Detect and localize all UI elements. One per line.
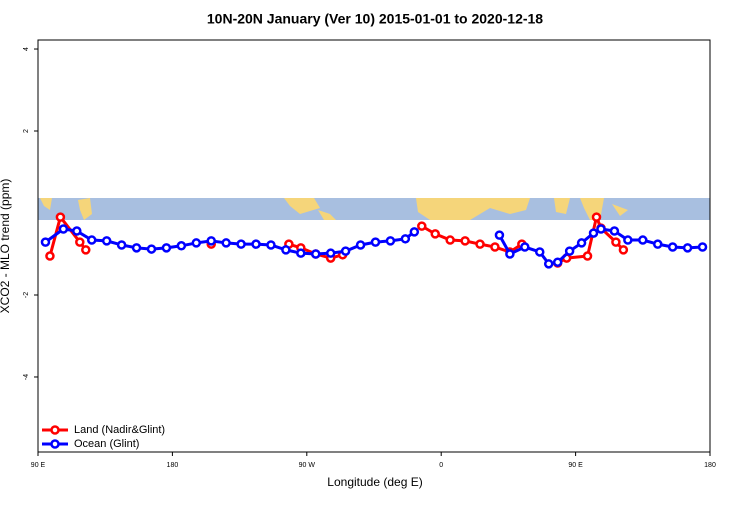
chart-title: 10N-20N January (Ver 10) 2015-01-01 to 2… (207, 11, 543, 27)
point (72, 226, 82, 236)
point (618, 245, 629, 255)
y-tick-label: -4 (23, 374, 30, 380)
point (494, 230, 505, 240)
y-tick-label: -2 (23, 292, 30, 298)
point (325, 248, 336, 258)
point (576, 238, 587, 248)
map-strip (38, 198, 710, 220)
point (400, 234, 411, 244)
x-tick-label: 180 (704, 462, 716, 469)
point (564, 246, 575, 256)
point (340, 246, 351, 256)
x-tick-label: 90 E (31, 462, 46, 469)
point (623, 235, 633, 245)
point (697, 242, 708, 252)
point (490, 242, 500, 252)
legend-label: Land (Nadir&Glint) (74, 424, 165, 436)
point (535, 247, 545, 257)
legend-label: Ocean (Glint) (74, 438, 139, 450)
point (81, 245, 91, 255)
point (281, 245, 291, 255)
point (221, 238, 231, 248)
x-tick-label: 90 E (568, 462, 583, 469)
point (596, 224, 606, 234)
legend: Land (Nadir&Glint) Ocean (Glint) (42, 424, 165, 450)
y-axis-label: XCO2 - MLO trend (ppm) (0, 179, 12, 314)
point (609, 226, 620, 236)
point (266, 240, 276, 250)
point (176, 241, 187, 251)
point (475, 239, 485, 249)
point (417, 221, 427, 231)
point (520, 242, 530, 252)
point (311, 249, 321, 259)
point (385, 236, 396, 246)
point (40, 237, 51, 247)
point (161, 243, 172, 253)
point (588, 228, 599, 238)
point (101, 236, 112, 246)
point (667, 242, 678, 252)
point (543, 259, 554, 269)
x-tick-label: 0 (439, 462, 443, 469)
x-tick-label: 180 (167, 462, 179, 469)
point (191, 238, 202, 248)
point (409, 227, 420, 237)
point (460, 236, 470, 246)
x-axis-label: Longitude (deg E) (327, 475, 422, 489)
point (251, 239, 261, 249)
legend-marker (50, 439, 60, 449)
point (652, 239, 663, 249)
point (146, 244, 157, 254)
point (582, 251, 593, 261)
point (430, 229, 440, 239)
point (75, 237, 85, 247)
point (116, 240, 127, 250)
point (505, 249, 515, 259)
y-tick-label: 4 (23, 47, 30, 51)
point (370, 237, 381, 247)
point (87, 235, 97, 245)
plot-frame (37, 39, 711, 453)
point (611, 237, 621, 247)
point (591, 212, 602, 222)
legend-marker (50, 425, 60, 435)
x-tick-label: 90 W (299, 462, 316, 469)
point (45, 251, 55, 261)
point (638, 235, 648, 245)
y-tick-label: 2 (23, 129, 30, 133)
point (355, 240, 366, 250)
point (236, 239, 246, 249)
point (206, 236, 216, 246)
point (131, 243, 142, 253)
point (296, 248, 306, 258)
point (55, 212, 66, 222)
point (445, 235, 455, 245)
point (58, 224, 69, 234)
point (552, 257, 563, 267)
point (682, 243, 693, 253)
